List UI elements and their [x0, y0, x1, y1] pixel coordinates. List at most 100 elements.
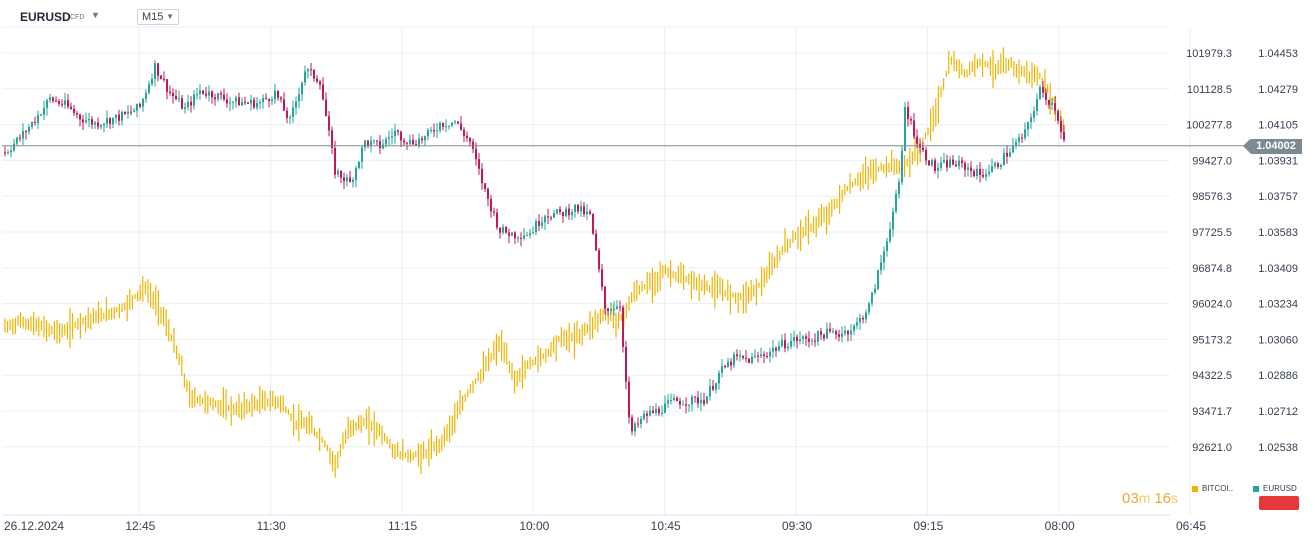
y-left-tick-label: 99427.0 [1192, 155, 1232, 167]
eurusd-candle-body [115, 114, 117, 118]
bitcoin-series [4, 47, 1064, 478]
eurusd-candle-body [727, 361, 729, 368]
eurusd-candle-body [580, 206, 582, 212]
eurusd-candle-body [643, 413, 645, 419]
eurusd-candle-body [949, 159, 951, 168]
eurusd-candle-body [979, 168, 981, 175]
eurusd-candle-body [505, 226, 507, 233]
eurusd-candle-body [145, 92, 147, 99]
eurusd-candle-body [991, 166, 993, 172]
eurusd-candle-body [865, 312, 867, 320]
eurusd-candle-body [520, 237, 522, 239]
eurusd-candle-body [1057, 110, 1059, 121]
eurusd-candle-body [598, 250, 600, 270]
eurusd-candle-body [28, 126, 30, 132]
eurusd-candle-body [154, 63, 156, 80]
symbol-name[interactable]: EURUSD [20, 10, 71, 24]
eurusd-candle-body [859, 317, 861, 323]
eurusd-candle-body [724, 365, 726, 368]
eurusd-candle-body [334, 147, 336, 175]
eurusd-candle-body [706, 396, 708, 404]
eurusd-candle-body [649, 410, 651, 416]
eurusd-candle-body [331, 130, 333, 148]
eurusd-candle-body [769, 351, 771, 357]
eurusd-candle-body [1030, 117, 1032, 123]
eurusd-candle-body [439, 122, 441, 131]
eurusd-candle-body [754, 355, 756, 357]
eurusd-candle-body [451, 122, 453, 126]
eurusd-candle-body [445, 125, 447, 127]
eurusd-candle-body [1012, 145, 1014, 153]
eurusd-candle-body [409, 139, 411, 144]
eurusd-candle-body [370, 140, 372, 147]
eurusd-candle-body [550, 217, 552, 219]
x-tick-label: 26.12.2024 [4, 519, 64, 533]
eurusd-candle-body [391, 136, 393, 138]
eurusd-candle-body [262, 98, 264, 103]
eurusd-candle-body [1024, 129, 1026, 138]
instrument-type: CFD [70, 14, 85, 21]
eurusd-candle-body [61, 103, 63, 105]
chevron-down-icon[interactable]: ▼ [91, 10, 100, 20]
eurusd-candle-body [784, 340, 786, 349]
eurusd-candle-body [70, 106, 72, 109]
eurusd-candle-body [1009, 152, 1011, 157]
eurusd-candle-body [97, 122, 99, 127]
eurusd-candle-body [613, 309, 615, 311]
eurusd-candle-body [1036, 99, 1038, 112]
sell-button[interactable] [1259, 496, 1299, 510]
eurusd-candle-body [961, 160, 963, 164]
eurusd-candle-body [223, 94, 225, 100]
eurusd-candle-body [778, 346, 780, 351]
eurusd-candle-body [556, 209, 558, 214]
eurusd-candle-body [1063, 131, 1065, 140]
legend-item-eurusd[interactable]: EURUSD [1253, 484, 1297, 493]
eurusd-candle-body [811, 340, 813, 342]
eurusd-candle-body [226, 99, 228, 104]
eurusd-candle-body [151, 79, 153, 85]
eurusd-candle-body [1021, 137, 1023, 139]
eurusd-candle-body [1015, 141, 1017, 146]
eurusd-candle-body [982, 174, 984, 177]
eurusd-candle-body [757, 355, 759, 357]
eurusd-candle-body [997, 163, 999, 167]
eurusd-candle-body [664, 403, 666, 413]
eurusd-candle-body [1027, 122, 1029, 130]
eurusd-candle-body [220, 93, 222, 95]
eurusd-candle-body [913, 120, 915, 137]
x-tick-label: 12:45 [125, 519, 155, 533]
eurusd-candle-body [1045, 92, 1047, 100]
eurusd-candle-body [892, 211, 894, 230]
eurusd-candle-body [166, 79, 168, 92]
y-right-tick-label: 1.02712 [1258, 406, 1298, 418]
eurusd-candle-body [886, 241, 888, 252]
eurusd-candle-body [19, 137, 21, 139]
eurusd-candle-body [775, 347, 777, 351]
eurusd-candle-body [697, 397, 699, 404]
eurusd-candle-body [373, 140, 375, 142]
eurusd-candle-body [388, 137, 390, 139]
eurusd-candle-body [490, 198, 492, 212]
timeframe-value: M15 [142, 11, 164, 23]
eurusd-candle-body [25, 131, 27, 133]
eurusd-candle-body [337, 170, 339, 175]
x-tick-label: 09:15 [913, 519, 943, 533]
eurusd-candle-body [34, 121, 36, 123]
eurusd-candle-body [577, 204, 579, 212]
eurusd-candle-body [325, 99, 327, 117]
eurusd-candle-body [595, 233, 597, 251]
timeframe-select[interactable]: M15 ▼ [137, 9, 179, 25]
y-right-tick-label: 1.03234 [1258, 299, 1298, 311]
eurusd-candle-body [10, 150, 12, 153]
eurusd-candle-body [157, 63, 159, 76]
eurusd-candle-body [421, 138, 423, 141]
eurusd-candle-body [589, 211, 591, 214]
eurusd-candle-body [64, 100, 66, 105]
eurusd-candle-body [355, 167, 357, 180]
eurusd-candle-body [514, 232, 516, 239]
eurusd-candle-body [232, 101, 234, 103]
eurusd-candle-body [538, 221, 540, 226]
legend-item-bitcoin[interactable]: BITCOI.. [1192, 484, 1233, 493]
eurusd-candle-body [427, 130, 429, 137]
